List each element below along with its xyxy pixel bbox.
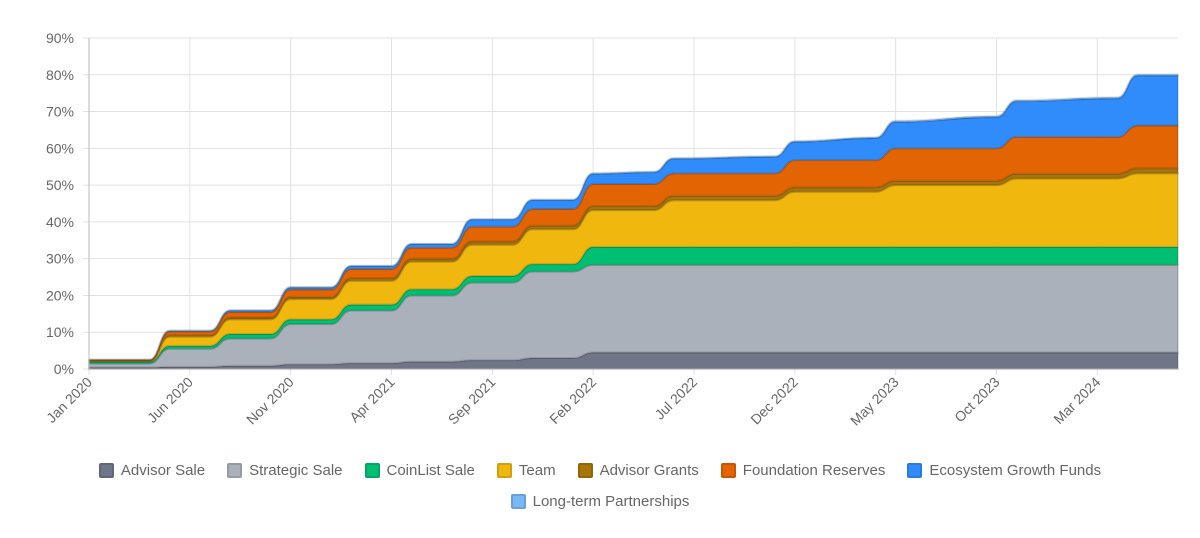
y-tick-label: 50% (46, 177, 74, 193)
legend-row: Long-term Partnerships (0, 486, 1200, 517)
area-long-term-partnerships[interactable] (88, 73, 1179, 361)
legend-label: Advisor Grants (599, 462, 699, 479)
legend-item-ecosystem-growth-funds[interactable]: Ecosystem Growth Funds (907, 462, 1101, 479)
y-tick-label: 70% (46, 104, 74, 120)
legend-label: CoinList Sale (386, 462, 475, 479)
x-tick-label: Mar 2024 (1050, 374, 1103, 427)
legend-item-strategic-sale[interactable]: Strategic Sale (227, 462, 343, 479)
legend-swatch (577, 463, 593, 478)
y-tick-label: 90% (46, 30, 74, 46)
x-tick-label: Apr 2021 (346, 374, 398, 426)
y-tick-label: 30% (46, 251, 74, 267)
legend-item-team[interactable]: Team (496, 462, 556, 479)
legend-label: Ecosystem Growth Funds (929, 462, 1102, 479)
legend: Advisor Sale Strategic Sale CoinList Sale T… (0, 455, 1200, 517)
legend-swatch (720, 463, 736, 478)
legend-item-coinlist-sale[interactable]: CoinList Sale (364, 462, 475, 479)
legend-swatch (510, 494, 526, 509)
x-tick-label: May 2023 (847, 374, 902, 429)
x-tick-label: Jul 2022 (651, 374, 700, 423)
legend-label: Strategic Sale (249, 462, 343, 479)
legend-row: Advisor Sale Strategic Sale CoinList Sale T… (0, 455, 1200, 486)
legend-label: Long-term Partnerships (532, 493, 690, 510)
x-tick-label: Feb 2022 (546, 374, 599, 427)
y-tick-label: 0% (54, 361, 74, 377)
legend-label: Advisor Sale (120, 462, 206, 479)
y-tick-label: 80% (46, 67, 74, 83)
legend-item-advisor-sale[interactable]: Advisor Sale (98, 462, 206, 479)
legend-item-foundation-reserves[interactable]: Foundation Reserves (720, 462, 886, 479)
x-tick-label: Dec 2022 (747, 374, 801, 428)
legend-swatch (227, 463, 243, 478)
legend-swatch (364, 463, 380, 478)
legend-label: Foundation Reserves (742, 462, 886, 479)
legend-swatch (98, 463, 114, 478)
x-tick-label: Oct 2023 (951, 374, 1003, 426)
y-tick-label: 10% (46, 324, 74, 340)
stacked-area-chart: 0% 10% 20% 30% 40% 50% 60% 70% 80% 90% Jan 2020 Jun… (43, 30, 1179, 429)
x-tick-label: Jun 2020 (144, 374, 196, 426)
legend-swatch (496, 463, 512, 478)
legend-swatch (907, 463, 923, 478)
x-tick-label: Nov 2020 (243, 374, 297, 428)
x-tick-label: Sep 2021 (445, 374, 499, 428)
y-tick-label: 40% (46, 214, 74, 230)
legend-item-long-term-partnerships[interactable]: Long-term Partnerships (510, 493, 690, 510)
y-tick-label: 20% (46, 287, 74, 303)
legend-item-advisor-grants[interactable]: Advisor Grants (577, 462, 699, 479)
x-tick-label: Jan 2020 (43, 374, 95, 426)
y-tick-label: 60% (46, 140, 74, 156)
legend-label: Team (518, 462, 556, 479)
